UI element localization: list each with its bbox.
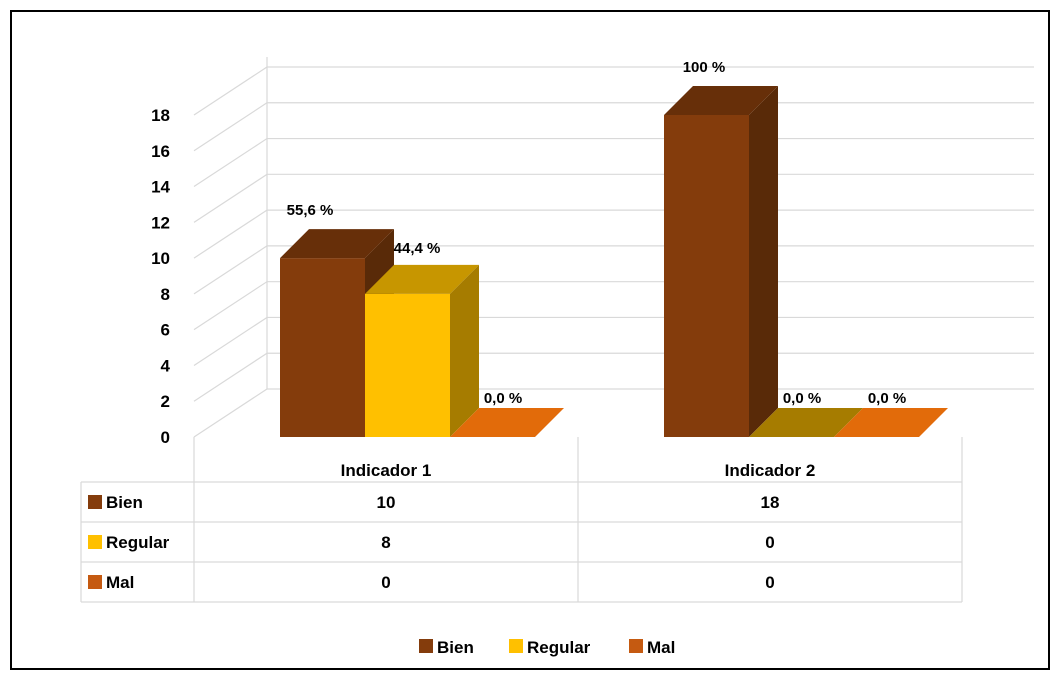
y-axis-ticks: 0 2 4 6 8 10 12 14 16 18 xyxy=(151,106,170,447)
gridline xyxy=(193,102,1034,152)
table-cell: 10 xyxy=(377,493,396,512)
data-label: 0,0 % xyxy=(868,390,906,407)
bar-flat-mal xyxy=(450,408,564,437)
y-tick-label: 14 xyxy=(151,178,170,197)
y-tick-label: 6 xyxy=(161,321,170,340)
bar-flat-regular xyxy=(749,408,863,437)
table-header-cell: Indicador 2 xyxy=(725,461,816,480)
data-table: Indicador 1 Indicador 2 Bien 10 18 Regular 8 0 M… xyxy=(80,437,963,603)
table-cell: 0 xyxy=(381,573,390,592)
legend: Bien Regular Mal xyxy=(419,638,675,657)
table-legend-key xyxy=(88,575,102,589)
table-cell: 18 xyxy=(761,493,780,512)
table-cell: 0 xyxy=(765,533,774,552)
bar-front-bien xyxy=(280,258,365,437)
bar-top-bien xyxy=(280,229,394,259)
y-tick-label: 0 xyxy=(161,428,170,447)
table-cell: 0 xyxy=(765,573,774,592)
table-header-cell: Indicador 1 xyxy=(341,461,432,480)
table-row-label: Bien xyxy=(106,493,143,512)
data-label: 0,0 % xyxy=(484,390,522,407)
gridline xyxy=(193,66,1034,116)
table-legend-key xyxy=(88,535,102,549)
chart-svg: 0 2 4 6 8 10 12 14 16 18 55,6 % 44,4 % 0,0 % 100 % 0,… xyxy=(80,57,1034,657)
y-tick-label: 2 xyxy=(161,392,170,411)
gridline xyxy=(193,137,1034,188)
bars xyxy=(280,86,948,437)
legend-label-mal: Mal xyxy=(647,638,675,657)
table-row-label: Regular xyxy=(106,533,170,552)
data-label: 100 % xyxy=(683,59,726,76)
bar-side-bien xyxy=(749,86,778,437)
data-label: 44,4 % xyxy=(394,240,441,257)
data-label: 55,6 % xyxy=(287,202,334,219)
legend-key-mal xyxy=(629,639,643,653)
y-tick-label: 18 xyxy=(151,106,170,125)
data-labels: 55,6 % 44,4 % 0,0 % 100 % 0,0 % 0,0 % xyxy=(287,59,907,407)
gridlines xyxy=(193,57,1034,438)
y-tick-label: 10 xyxy=(151,249,170,268)
legend-key-bien xyxy=(419,639,433,653)
legend-key-regular xyxy=(509,639,523,653)
table-cell: 8 xyxy=(381,533,390,552)
y-tick-label: 12 xyxy=(151,213,170,232)
chart-frame: 0 2 4 6 8 10 12 14 16 18 55,6 % 44,4 % 0,0 % 100 % 0,… xyxy=(10,10,1050,670)
table-legend-key xyxy=(88,495,102,509)
y-tick-label: 8 xyxy=(161,285,170,304)
bar-front-bien xyxy=(664,115,749,437)
bar-side-regular xyxy=(450,264,479,437)
bar-top-bien xyxy=(664,86,778,115)
table-row-label: Mal xyxy=(106,573,134,592)
legend-label-regular: Regular xyxy=(527,638,591,657)
bar-front-regular xyxy=(365,293,450,437)
legend-label-bien: Bien xyxy=(437,638,474,657)
y-tick-label: 4 xyxy=(161,356,171,375)
y-tick-label: 16 xyxy=(151,142,170,161)
bar-top-regular xyxy=(365,264,479,294)
bar-flat-mal xyxy=(834,408,948,437)
data-label: 0,0 % xyxy=(783,390,821,407)
